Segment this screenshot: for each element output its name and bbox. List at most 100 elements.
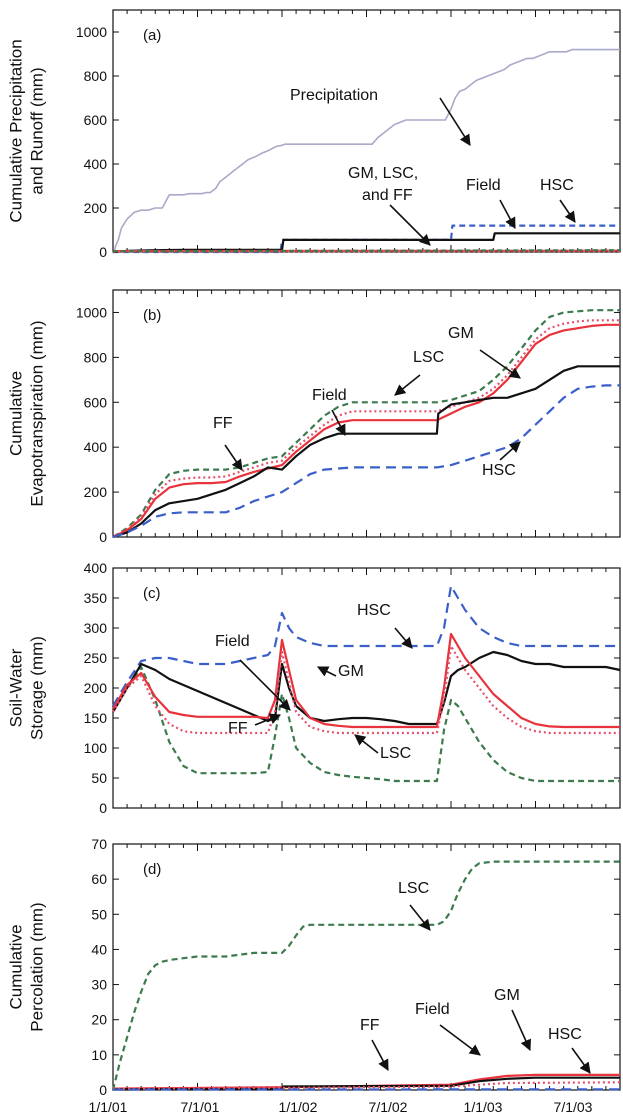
annotation-arrow <box>559 199 576 223</box>
annotation-label: HSC <box>357 602 391 619</box>
series-line-lsc <box>112 665 620 783</box>
panel-d: 0 10 20 30 40 50 60 70 (d) Cumulative Percolation … <box>7 836 621 1098</box>
annotation-arrow <box>571 1047 591 1074</box>
annotation-label: GM <box>494 987 520 1004</box>
annotation-arrow <box>239 659 291 711</box>
series-line-field <box>112 650 621 726</box>
x-tick-label: 7/1/01 <box>181 1099 220 1115</box>
annotation-arrow <box>394 627 413 649</box>
y-tick-label: 800 <box>84 349 108 365</box>
annotation-arrow <box>439 97 471 146</box>
y-axis-label: Cumulative Precipitation <box>7 39 26 222</box>
plot-frame <box>112 843 621 1091</box>
annotation-arrow <box>371 1039 389 1071</box>
series-line-ff <box>112 319 620 538</box>
series-line-gm <box>112 632 620 729</box>
series-line-field <box>112 365 620 539</box>
y-tick-label: 0 <box>99 529 107 545</box>
annotation-label: GM, LSC, <box>348 165 418 182</box>
x-tick-label: 1/1/01 <box>89 1099 128 1115</box>
panel-c: 0 50 100 150 200 250 300 350 400 (c) Soil-Water Sto… <box>7 560 621 816</box>
annotation-label: FF <box>213 415 233 432</box>
annotation-arrow <box>254 713 282 726</box>
y-tick-label: 800 <box>84 68 108 84</box>
annotation-arrow <box>409 904 431 931</box>
x-tick-label: 7/1/03 <box>554 1099 593 1115</box>
x-tick-label: 7/1/02 <box>369 1099 408 1115</box>
y-axis-label: and Runoff (mm) <box>28 67 47 194</box>
y-tick-label: 300 <box>84 620 108 636</box>
panel-label: (c) <box>143 585 161 602</box>
annotation-arrow <box>499 199 516 229</box>
annotation-label: LSC <box>398 880 429 897</box>
y-tick-label: 50 <box>91 906 107 922</box>
y-axis-label: Cumulative <box>7 371 26 456</box>
y-axis-label: Evapotranspiration (mm) <box>28 320 47 506</box>
y-tick-label: 50 <box>91 770 107 786</box>
y-axis-label: Percolation (mm) <box>28 902 47 1031</box>
annotation-arrow <box>389 204 431 246</box>
series-line-precipitation <box>112 48 620 253</box>
y-tick-label: 400 <box>84 156 108 172</box>
y-tick-label: 600 <box>84 112 108 128</box>
panel-a: 0 200 400 600 800 1000 (a) Cumulative Precipita… <box>7 9 621 260</box>
annotation-label: Field <box>215 633 250 650</box>
series-line-ff <box>112 1081 621 1091</box>
series-line-lsc <box>112 249 621 253</box>
annotation-label: GM <box>448 325 474 342</box>
y-tick-label: 200 <box>84 680 108 696</box>
y-tick-label: 100 <box>84 740 108 756</box>
annotation-arrow <box>316 666 337 677</box>
series-line-lsc <box>112 309 620 538</box>
panel-b: 0 200 400 600 800 1000 (b) Cumulative Evapotrans… <box>7 289 621 545</box>
annotation-arrow <box>499 441 521 461</box>
annotation-arrow <box>511 1009 531 1052</box>
y-tick-label: 20 <box>91 1012 107 1028</box>
y-tick-label: 350 <box>84 590 108 606</box>
annotation-arrow <box>394 374 421 396</box>
y-tick-label: 600 <box>84 394 108 410</box>
y-tick-label: 30 <box>91 977 107 993</box>
x-tick-label: 1/1/02 <box>279 1099 318 1115</box>
annotation-label: FF <box>360 1017 380 1034</box>
series-line-gm <box>112 323 620 538</box>
y-tick-label: 200 <box>84 200 108 216</box>
y-tick-label: 400 <box>84 439 108 455</box>
annotation-arrow <box>331 409 346 436</box>
annotation-label: and FF <box>362 187 413 204</box>
y-tick-label: 70 <box>91 836 107 852</box>
annotation-label: Field <box>312 387 347 404</box>
annotation-label: Field <box>415 1001 450 1018</box>
annotation-label: GM <box>338 663 364 680</box>
y-tick-label: 150 <box>84 710 108 726</box>
y-tick-label: 0 <box>99 244 107 260</box>
annotation-label: FF <box>228 720 248 737</box>
annotation-label: HSC <box>548 1026 582 1043</box>
annotation-arrow <box>479 349 521 379</box>
y-tick-label: 400 <box>84 560 108 576</box>
annotation-arrow <box>439 1024 481 1056</box>
series-line-lsc <box>111 860 620 1091</box>
x-tick-label: 1/1/03 <box>464 1099 503 1115</box>
y-tick-label: 10 <box>91 1047 107 1063</box>
y-axis-label: Storage (mm) <box>28 636 47 740</box>
series-line-hsc <box>112 384 620 539</box>
annotation-label: LSC <box>413 349 444 366</box>
annotation-arrow <box>354 734 379 754</box>
y-tick-label: 1000 <box>76 24 107 40</box>
y-tick-label: 40 <box>91 941 107 957</box>
y-tick-label: 0 <box>99 800 107 816</box>
panel-label: (d) <box>143 861 161 878</box>
panel-label: (a) <box>143 27 161 44</box>
annotation-label: HSC <box>540 177 574 194</box>
annotation-label: Field <box>466 177 501 194</box>
y-axis-label: Soil-Water <box>7 648 26 727</box>
annotation-label: Precipitation <box>290 87 378 104</box>
annotation-arrow <box>224 444 243 471</box>
series-line-hsc <box>112 584 620 707</box>
y-tick-label: 250 <box>84 650 108 666</box>
y-tick-label: 1000 <box>76 304 107 320</box>
y-axis-label: Cumulative <box>7 924 26 1009</box>
annotation-label: HSC <box>482 462 516 479</box>
